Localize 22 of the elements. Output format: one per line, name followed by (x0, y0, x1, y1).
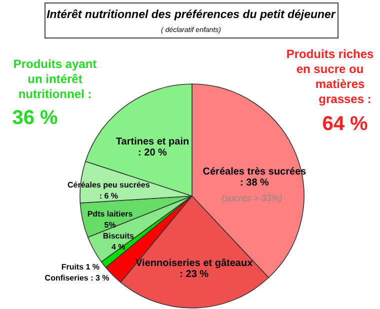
text: matières (315, 77, 366, 91)
text: un intérêt (28, 72, 82, 86)
data-label: : 38 % (240, 177, 270, 188)
text: 64 % (322, 113, 368, 135)
text: 36 % (12, 107, 58, 129)
text: grasses : (318, 92, 372, 106)
text: Produits ayant (13, 57, 97, 71)
slice-label: Viennoiseries et gâteaux (136, 258, 254, 270)
slice-label: Biscuits (102, 231, 134, 240)
data-label: : 23 % (180, 269, 209, 280)
data-label: : 6 % (99, 191, 118, 200)
text: Produits riches (286, 47, 374, 61)
text: nutritionnel : (18, 87, 92, 101)
chart-title: Intérêt nutritionnel des préférences du petit déjeuner (46, 9, 336, 21)
slice-label: Confiseries : 3 % (44, 274, 110, 283)
data-label: : 20 % (138, 148, 168, 159)
text: (sucres > 33%) (222, 193, 282, 203)
text: en sucre ou (296, 62, 364, 76)
data-label: 5% (104, 220, 116, 230)
slice-label: Pdts laitiers (87, 209, 134, 218)
slice-label: Fruits 1 % (61, 262, 100, 272)
slice-label: Tartines et pain (116, 136, 190, 148)
